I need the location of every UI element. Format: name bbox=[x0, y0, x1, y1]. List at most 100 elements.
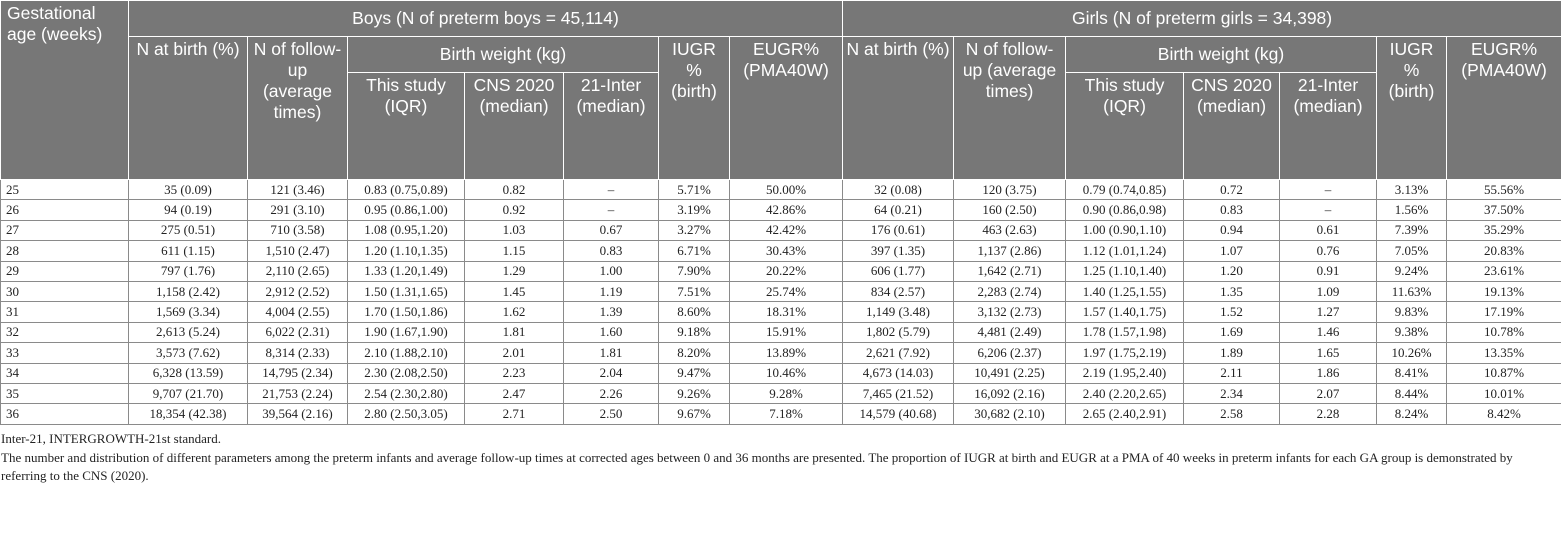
table-cell: 2,621 (7.92) bbox=[842, 342, 955, 364]
table-cell: – bbox=[1279, 199, 1378, 221]
table-cell: 2,283 (2.74) bbox=[953, 280, 1067, 303]
table-cell: 797 (1.76) bbox=[128, 260, 248, 282]
table-cell: 1.00 bbox=[563, 260, 659, 282]
table-cell: 0.72 bbox=[1183, 178, 1281, 201]
header-girls-cns: CNS 2020 (median) bbox=[1183, 72, 1281, 180]
table-cell: 21,753 (2.24) bbox=[247, 382, 348, 405]
table-row: 29 797 (1.76) 2,110 (2.65) 1.33 (1.20,1.49)… bbox=[0, 260, 1561, 282]
table-cell: 16,092 (2.16) bbox=[953, 382, 1067, 405]
header-girls-n-at-birth: N at birth (%) bbox=[842, 36, 955, 180]
table-cell: 2.34 bbox=[1183, 382, 1281, 405]
gestational-age-cell: 30 bbox=[0, 280, 129, 303]
table-cell: 42.42% bbox=[728, 219, 844, 242]
table-cell: 1.20 bbox=[1183, 260, 1281, 282]
table-row: 27 275 (0.51) 710 (3.58) 1.08 (0.95,1.20) 1.… bbox=[0, 219, 1561, 242]
table-cell: 0.83 (0.75,0.89) bbox=[347, 178, 465, 201]
table-cell: 1.69 bbox=[1183, 321, 1281, 344]
table-cell: 291 (3.10) bbox=[247, 199, 348, 221]
table-cell: 7,465 (21.52) bbox=[842, 382, 955, 405]
table-cell: 10.46% bbox=[728, 362, 844, 384]
table-cell: 30.43% bbox=[728, 240, 844, 262]
table-cell: 0.82 bbox=[464, 178, 564, 201]
footnote-description: The number and distribution of different… bbox=[1, 450, 1513, 483]
table-row: 25 35 (0.09) 121 (3.46) 0.83 (0.75,0.89) 0.8… bbox=[0, 178, 1561, 201]
table-cell: 0.92 bbox=[464, 199, 564, 221]
table-cell: 1.03 bbox=[464, 219, 564, 242]
header-boys-n-followup: N of follow-up (average times) bbox=[247, 36, 348, 180]
table-row: 31 1,569 (3.34) 4,004 (2.55) 1.70 (1.50,1.8… bbox=[0, 301, 1561, 323]
table-cell: 4,004 (2.55) bbox=[247, 301, 348, 323]
table-row: 34 6,328 (13.59) 14,795 (2.34) 2.30 (2.08,2… bbox=[0, 362, 1561, 384]
table-cell: 4,673 (14.03) bbox=[842, 362, 955, 384]
table-cell: 6,022 (2.31) bbox=[247, 321, 348, 344]
table-cell: 1.33 (1.20,1.49) bbox=[347, 260, 465, 282]
table-cell: 1.60 bbox=[563, 321, 659, 344]
table-cell: 30,682 (2.10) bbox=[953, 403, 1067, 425]
header-girls-n-followup: N of follow-up (average times) bbox=[953, 36, 1067, 180]
table-cell: 0.95 (0.86,1.00) bbox=[347, 199, 465, 221]
table-cell: – bbox=[1279, 178, 1378, 201]
table-cell: 10.78% bbox=[1446, 321, 1561, 344]
table-cell: 42.86% bbox=[728, 199, 844, 221]
gestational-age-cell: 29 bbox=[0, 260, 129, 282]
table-cell: 1.40 (1.25,1.55) bbox=[1065, 280, 1185, 303]
table-cell: 1.39 bbox=[563, 301, 659, 323]
table-cell: 3.19% bbox=[658, 199, 730, 221]
header-girls-group: Girls (N of preterm girls = 34,398) bbox=[842, 0, 1561, 37]
table-cell: 3.27% bbox=[658, 219, 730, 242]
table-cell: 94 (0.19) bbox=[128, 199, 248, 221]
table-cell: 463 (2.63) bbox=[953, 219, 1067, 242]
table-cell: 2.58 bbox=[1183, 403, 1281, 425]
table-cell: 55.56% bbox=[1446, 178, 1561, 201]
header-gestational-age: Gestational age (weeks) bbox=[0, 0, 129, 180]
table-cell: 275 (0.51) bbox=[128, 219, 248, 242]
table-row: 32 2,613 (5.24) 6,022 (2.31) 1.90 (1.67,1.9… bbox=[0, 321, 1561, 344]
table-cell: 14,795 (2.34) bbox=[247, 362, 348, 384]
table-cell: 14,579 (40.68) bbox=[842, 403, 955, 425]
table-cell: 19.13% bbox=[1446, 280, 1561, 303]
header-boys-cns: CNS 2020 (median) bbox=[464, 72, 564, 180]
table-cell: 7.05% bbox=[1376, 240, 1448, 262]
gestational-age-cell: 34 bbox=[0, 362, 129, 384]
table-cell: 2.65 (2.40,2.91) bbox=[1065, 403, 1185, 425]
table-cell: 120 (3.75) bbox=[953, 178, 1067, 201]
table-cell: 7.90% bbox=[658, 260, 730, 282]
table-cell: 121 (3.46) bbox=[247, 178, 348, 201]
table-cell: 1.62 bbox=[464, 301, 564, 323]
table-cell: 10.26% bbox=[1376, 342, 1448, 364]
table-cell: 611 (1.15) bbox=[128, 240, 248, 262]
table-cell: 1.90 (1.67,1.90) bbox=[347, 321, 465, 344]
table-cell: 2.23 bbox=[464, 362, 564, 384]
table-cell: 9.18% bbox=[658, 321, 730, 344]
table-cell: 2.80 (2.50,3.05) bbox=[347, 403, 465, 425]
table-cell: – bbox=[563, 178, 659, 201]
table-cell: 18,354 (42.38) bbox=[128, 403, 248, 425]
table-cell: 8.44% bbox=[1376, 382, 1448, 405]
table-cell: 2.50 bbox=[563, 403, 659, 425]
footnote-abbreviation: Inter-21, INTERGROWTH-21st standard. bbox=[1, 430, 221, 446]
table-cell: 2.28 bbox=[1279, 403, 1378, 425]
table-cell: 176 (0.61) bbox=[842, 219, 955, 242]
table-cell: 1.29 bbox=[464, 260, 564, 282]
table-cell: 9.38% bbox=[1376, 321, 1448, 344]
table-cell: 397 (1.35) bbox=[842, 240, 955, 262]
table-cell: 6,206 (2.37) bbox=[953, 342, 1067, 364]
table-cell: 1.56% bbox=[1376, 199, 1448, 221]
table-cell: 160 (2.50) bbox=[953, 199, 1067, 221]
table-cell: 9.47% bbox=[658, 362, 730, 384]
table-footnotes: Inter-21, INTERGROWTH-21st standard. The… bbox=[0, 430, 1561, 485]
table-cell: 1,137 (2.86) bbox=[953, 240, 1067, 262]
gestational-age-cell: 36 bbox=[0, 403, 129, 425]
table-cell: 1.09 bbox=[1279, 280, 1378, 303]
table-cell: 8.24% bbox=[1376, 403, 1448, 425]
table-cell: 1.78 (1.57,1.98) bbox=[1065, 321, 1185, 344]
header-boys-birth-weight: Birth weight (kg) bbox=[347, 36, 659, 73]
table-cell: 2.07 bbox=[1279, 382, 1378, 405]
table-cell: 8.42% bbox=[1446, 403, 1561, 425]
table-cell: 3,573 (7.62) bbox=[128, 342, 248, 364]
table-cell: 9.26% bbox=[658, 382, 730, 405]
table-cell: 8,314 (2.33) bbox=[247, 342, 348, 364]
table-cell: 1.97 (1.75,2.19) bbox=[1065, 342, 1185, 364]
table-cell: 11.63% bbox=[1376, 280, 1448, 303]
header-girls-this-study: This study (IQR) bbox=[1065, 72, 1185, 180]
